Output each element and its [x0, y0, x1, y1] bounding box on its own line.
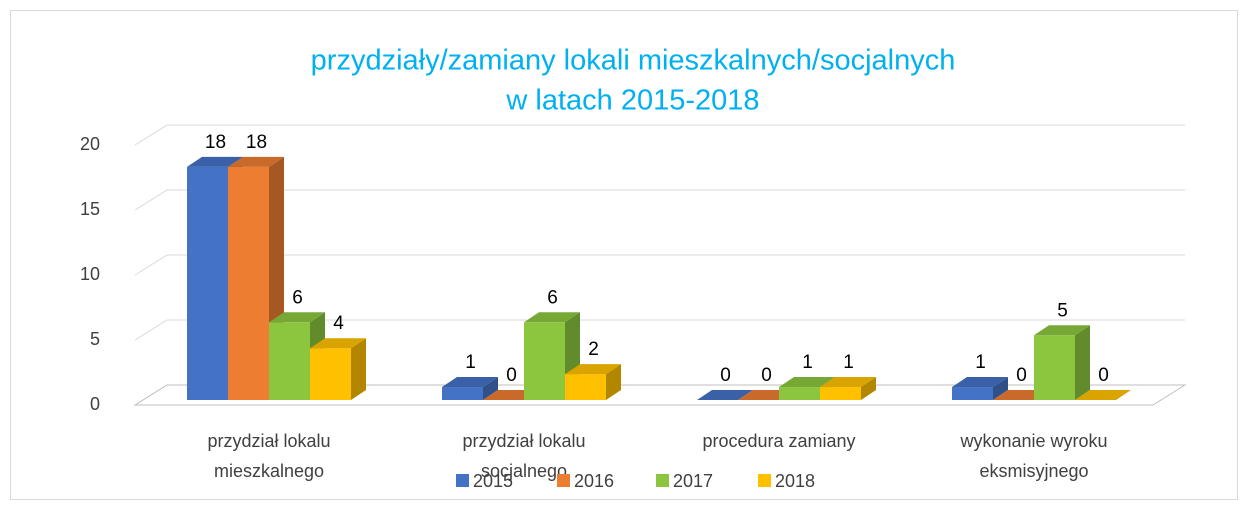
chart-title: przydziały/zamiany lokali mieszkalnych/s… [311, 45, 956, 77]
value-label: 18 [205, 132, 226, 153]
bar [820, 387, 861, 400]
value-label: 0 [1098, 365, 1109, 386]
bar-side [606, 364, 621, 400]
bar-top [269, 312, 325, 323]
value-label: 1 [975, 352, 986, 373]
x-tick-label: socjalnego [481, 461, 567, 481]
bar-top [442, 377, 498, 388]
x-tick-label: wykonanie wyroku [959, 431, 1107, 451]
legend-label: 2016 [574, 471, 614, 491]
bar-top [1034, 325, 1090, 336]
y-tick-label: 15 [80, 199, 100, 219]
bar [1034, 335, 1075, 400]
y-tick-label: 10 [80, 264, 100, 284]
legend-label: 2015 [473, 471, 513, 491]
x-tick-label: przydział lokalu [462, 431, 585, 451]
x-tick-label: przydział lokalu [207, 431, 330, 451]
floor [133, 384, 1187, 406]
legend-swatch [758, 474, 771, 487]
value-label: 1 [465, 352, 476, 373]
bar-side [993, 377, 1008, 400]
value-label: 2 [588, 339, 599, 360]
bar-top [310, 338, 366, 349]
y-tick-label: 5 [90, 329, 100, 349]
x-tick-label: procedura zamiany [702, 431, 855, 451]
value-label: 0 [506, 365, 517, 386]
value-label: 1 [802, 352, 813, 373]
bar-top [952, 377, 1008, 388]
grid-line [134, 124, 1185, 146]
bar [187, 166, 228, 400]
bar-side [351, 338, 366, 400]
y-tick-label: 20 [80, 134, 100, 154]
legend-label: 2017 [673, 471, 713, 491]
value-label: 5 [1057, 300, 1068, 321]
legend-swatch [456, 474, 469, 487]
bar-top [1075, 390, 1131, 400]
grid-line [134, 254, 1185, 276]
bar [269, 322, 310, 400]
bar [779, 387, 820, 400]
bar-top [524, 312, 580, 323]
value-label: 0 [720, 365, 731, 386]
y-tick-label: 0 [90, 394, 100, 414]
legend-label: 2018 [775, 471, 815, 491]
legend-swatch [656, 474, 669, 487]
bar [565, 374, 606, 400]
x-tick-label: eksmisyjnego [979, 461, 1088, 481]
bar-top [697, 390, 753, 400]
value-label: 0 [761, 365, 772, 386]
chart-title: w latach 2015-2018 [505, 85, 759, 117]
value-label: 1 [843, 352, 854, 373]
bar-side [1075, 325, 1090, 400]
value-label: 6 [292, 287, 303, 308]
bar [952, 387, 993, 400]
value-label: 6 [547, 287, 558, 308]
bar-top [565, 364, 621, 375]
bar-top [820, 377, 876, 388]
x-tick-label: mieszkalnego [214, 461, 324, 481]
bar-side [483, 377, 498, 400]
bar [524, 322, 565, 400]
bar [442, 387, 483, 400]
bar-top [228, 156, 284, 167]
bar [310, 348, 351, 400]
bar-side [861, 377, 876, 400]
bar [228, 166, 269, 400]
value-label: 0 [1016, 365, 1027, 386]
bar-top [779, 377, 835, 388]
grid-line [134, 189, 1185, 211]
bar-top [187, 156, 243, 167]
grid-line [134, 319, 1185, 341]
legend-swatch [557, 474, 570, 487]
value-label: 18 [246, 132, 267, 153]
value-label: 4 [333, 313, 344, 334]
